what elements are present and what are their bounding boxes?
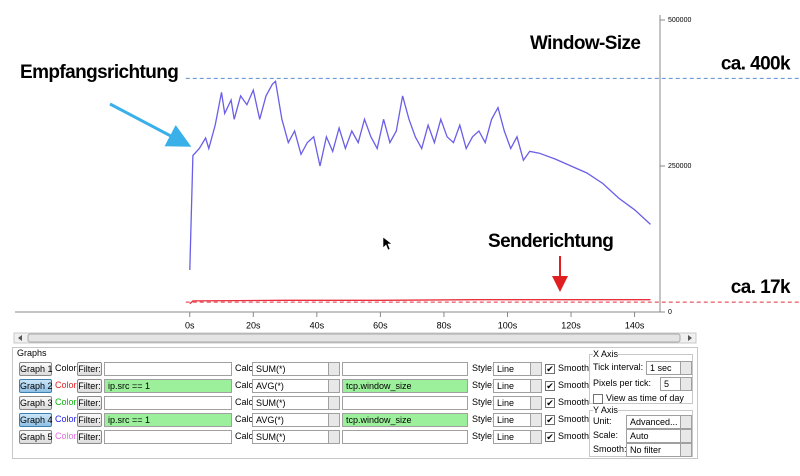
label: Pixels per tick: — [593, 378, 652, 388]
panel-title: Graphs — [17, 348, 47, 358]
y-axis-group: Y Axis Unit: Advanced... Scale: Auto Smooth: N… — [589, 404, 693, 457]
x-axis-group: X Axis Tick interval: 1 sec Pixels per tick… — [589, 348, 693, 404]
smooth-label: Smooth — [558, 431, 590, 441]
calc-select[interactable]: AVG(*) — [252, 413, 340, 427]
style-label: Style: — [472, 363, 495, 373]
group-title: Y Axis — [593, 404, 618, 417]
color-label: Color — [55, 397, 77, 407]
calc-select[interactable]: SUM(*) — [252, 396, 340, 410]
calc-label: Calc: — [235, 414, 256, 424]
field-input[interactable]: tcp.window_size — [342, 413, 468, 427]
scrollbar[interactable] — [13, 332, 697, 344]
label: Smooth: — [593, 444, 627, 454]
filter-button[interactable]: Filter: — [77, 396, 102, 410]
filter-input[interactable] — [104, 396, 232, 410]
field-input[interactable]: tcp.window_size — [342, 379, 468, 393]
graph-button[interactable]: Graph 2 — [19, 379, 53, 393]
x-tick-label: 60s — [373, 320, 388, 330]
color-label: Color — [55, 431, 77, 441]
y-axis-select[interactable]: Auto — [626, 429, 692, 443]
filter-button[interactable]: Filter: — [77, 430, 102, 444]
filter-button[interactable]: Filter: — [77, 413, 102, 427]
style-label: Style: — [472, 380, 495, 390]
style-label: Style: — [472, 414, 495, 424]
calc-select[interactable]: SUM(*) — [252, 362, 340, 376]
smooth-checkbox[interactable]: ✔ — [545, 381, 555, 391]
annotation: Empfangsrichtung — [20, 62, 178, 83]
label: Unit: — [593, 416, 612, 426]
y-axis-select[interactable]: Advanced... — [626, 415, 692, 429]
graph-button[interactable]: Graph 4 — [19, 413, 53, 427]
y-axis-select[interactable]: No filter — [626, 443, 692, 457]
y-tick-label: 250000 — [668, 163, 691, 170]
filter-button[interactable]: Filter: — [77, 362, 102, 376]
x-tick-label: 20s — [246, 320, 261, 330]
x-tick-label: 40s — [310, 320, 325, 330]
smooth-label: Smooth — [558, 363, 590, 373]
reference-label: ca. 400k — [721, 53, 791, 74]
label: Tick interval: — [593, 362, 644, 372]
calc-select[interactable]: SUM(*) — [252, 430, 340, 444]
filter-input[interactable] — [104, 362, 232, 376]
mouse-cursor — [382, 236, 393, 251]
style-select[interactable]: Line — [493, 362, 542, 376]
label: View as time of day — [606, 393, 684, 403]
arrow — [109, 102, 192, 147]
x-tick-label: 140s — [625, 320, 645, 330]
smooth-label: Smooth — [558, 397, 590, 407]
series-line — [189, 79, 651, 271]
pixels-select[interactable]: 5 — [660, 377, 692, 391]
y-tick-label: 0 — [668, 309, 672, 316]
smooth-checkbox[interactable]: ✔ — [545, 432, 555, 442]
x-tick-label: 100s — [498, 320, 518, 330]
smooth-checkbox[interactable]: ✔ — [545, 398, 555, 408]
graph-button[interactable]: Graph 5 — [19, 430, 53, 444]
reference-label: ca. 17k — [731, 277, 791, 298]
tick-interval-select[interactable]: 1 sec — [646, 361, 692, 375]
chart: Window-Size Empfangsrichtung Senderichtu… — [13, 15, 800, 344]
smooth-label: Smooth — [558, 380, 590, 390]
smooth-checkbox[interactable]: ✔ — [545, 364, 555, 374]
series-line — [189, 299, 651, 305]
color-label: Color — [55, 414, 77, 424]
field-input[interactable] — [342, 362, 468, 376]
x-tick-label: 80s — [437, 320, 452, 330]
color-label: Color — [55, 380, 77, 390]
style-select[interactable]: Line — [493, 396, 542, 410]
calc-label: Calc: — [235, 431, 256, 441]
style-label: Style: — [472, 431, 495, 441]
graph-button[interactable]: Graph 1 — [19, 362, 53, 376]
field-input[interactable] — [342, 396, 468, 410]
filter-input[interactable]: ip.src == 1 — [104, 413, 232, 427]
label: Scale: — [593, 430, 619, 440]
annotation: Senderichtung — [488, 231, 613, 252]
smooth-label: Smooth — [558, 414, 590, 424]
calc-label: Calc: — [235, 363, 256, 373]
graphs-panel: Graphs Graph 1 Color Filter: Calc: SUM(*) Styl… — [12, 347, 698, 459]
filter-input[interactable] — [104, 430, 232, 444]
graph-button[interactable]: Graph 3 — [19, 396, 53, 410]
time-of-day-checkbox[interactable] — [593, 394, 603, 404]
style-select[interactable]: Line — [493, 379, 542, 393]
filter-input[interactable]: ip.src == 1 — [104, 379, 232, 393]
smooth-checkbox[interactable]: ✔ — [545, 415, 555, 425]
color-label: Color — [55, 363, 77, 373]
scroll-thumb[interactable] — [27, 333, 681, 343]
filter-button[interactable]: Filter: — [77, 379, 102, 393]
x-tick-label: 0s — [185, 320, 195, 330]
group-title: X Axis — [593, 348, 619, 361]
calc-label: Calc: — [235, 380, 256, 390]
x-tick-label: 120s — [561, 320, 581, 330]
calc-select[interactable]: AVG(*) — [252, 379, 340, 393]
field-input[interactable] — [342, 430, 468, 444]
style-label: Style: — [472, 397, 495, 407]
style-select[interactable]: Line — [493, 413, 542, 427]
calc-label: Calc: — [235, 397, 256, 407]
style-select[interactable]: Line — [493, 430, 542, 444]
y-tick-label: 500000 — [668, 17, 691, 24]
chart-title: Window-Size — [530, 33, 640, 54]
